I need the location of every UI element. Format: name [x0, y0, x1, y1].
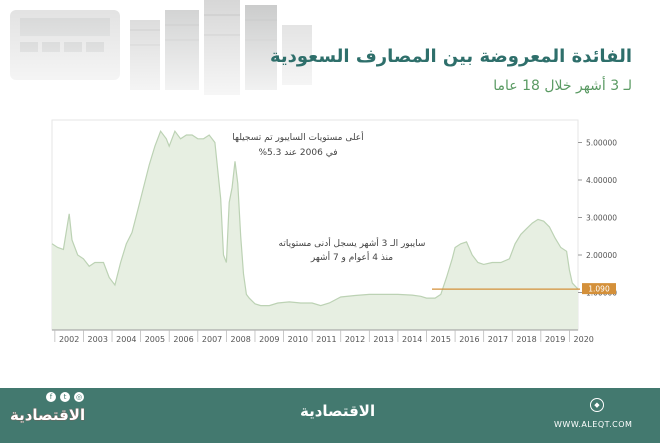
annotation-high-line2: في 2006 عند 5.3%	[258, 148, 337, 158]
annotation-low-line1: سايبور الـ 3 أشهر يسجل أدنى مستوياته	[279, 237, 426, 249]
footer-bar: f t ◎ الاقتصادية الاقتصادية ◆ WWW.ALEQT.…	[0, 388, 660, 443]
y-tick-label: 3.00000	[586, 214, 617, 223]
x-tick-label: 2019	[545, 335, 565, 344]
x-tick-label: 2018	[516, 335, 536, 344]
saibor-area	[52, 131, 578, 330]
chart-subtitle: لـ 3 أشهر خلال 18 عاما	[493, 78, 632, 94]
x-tick-label: 2010	[288, 335, 308, 344]
x-tick-label: 2002	[59, 335, 79, 344]
y-tick-label: 4.00000	[586, 176, 617, 185]
x-tick-label: 2013	[373, 335, 393, 344]
x-tick-label: 2008	[230, 335, 250, 344]
x-tick-label: 2007	[202, 335, 222, 344]
footer-logo-center: الاقتصادية	[300, 402, 376, 420]
social-icons: f t ◎	[46, 392, 84, 402]
chart-area: 2002 2003 2004 2005 2006 2007 2008 2009 2010 2011…	[0, 110, 660, 350]
website-url[interactable]: WWW.ALEQT.COM	[554, 420, 633, 429]
x-tick-label: 2005	[145, 335, 165, 344]
coins-stack-illustration	[0, 0, 660, 120]
instagram-icon[interactable]: ◎	[74, 392, 84, 402]
x-tick-label: 2006	[173, 335, 193, 344]
x-tick-label: 2015	[431, 335, 451, 344]
x-tick-label: 2003	[88, 335, 108, 344]
saibor-line	[51, 129, 579, 307]
current-level-label: 1.090	[588, 285, 610, 294]
x-tick-label: 2014	[402, 335, 422, 344]
twitter-icon[interactable]: t	[60, 392, 70, 402]
annotation-low-line2: منذ 4 أعوام و 7 أشهر	[310, 251, 393, 263]
y-tick-label: 2.00000	[586, 251, 617, 260]
saibor-area-chart: 2002 2003 2004 2005 2006 2007 2008 2009 2010 2011…	[51, 119, 617, 344]
x-tick-label: 2017	[488, 335, 508, 344]
x-tick-label: 2004	[116, 335, 136, 344]
chart-title: الفائدة المعروضة بين المصارف السعودية	[269, 46, 632, 67]
site-logo-icon: ◆	[590, 398, 604, 412]
y-tick-label: 5.00000	[586, 139, 617, 148]
x-tick-label: 2020	[574, 335, 594, 344]
hero-image: الفائدة المعروضة بين المصارف السعودية لـ…	[0, 0, 660, 120]
current-level-badge: 1.090	[582, 283, 616, 295]
x-tick-label: 2009	[259, 335, 279, 344]
x-tick-label: 2012	[345, 335, 365, 344]
annotation-high-line1: أعلى مستويات السايبور تم تسجيلها	[232, 131, 363, 143]
footer-logo-left: الاقتصادية	[10, 406, 86, 424]
x-tick-label: 2016	[459, 335, 479, 344]
facebook-icon[interactable]: f	[46, 392, 56, 402]
x-tick-label: 2011	[316, 335, 336, 344]
